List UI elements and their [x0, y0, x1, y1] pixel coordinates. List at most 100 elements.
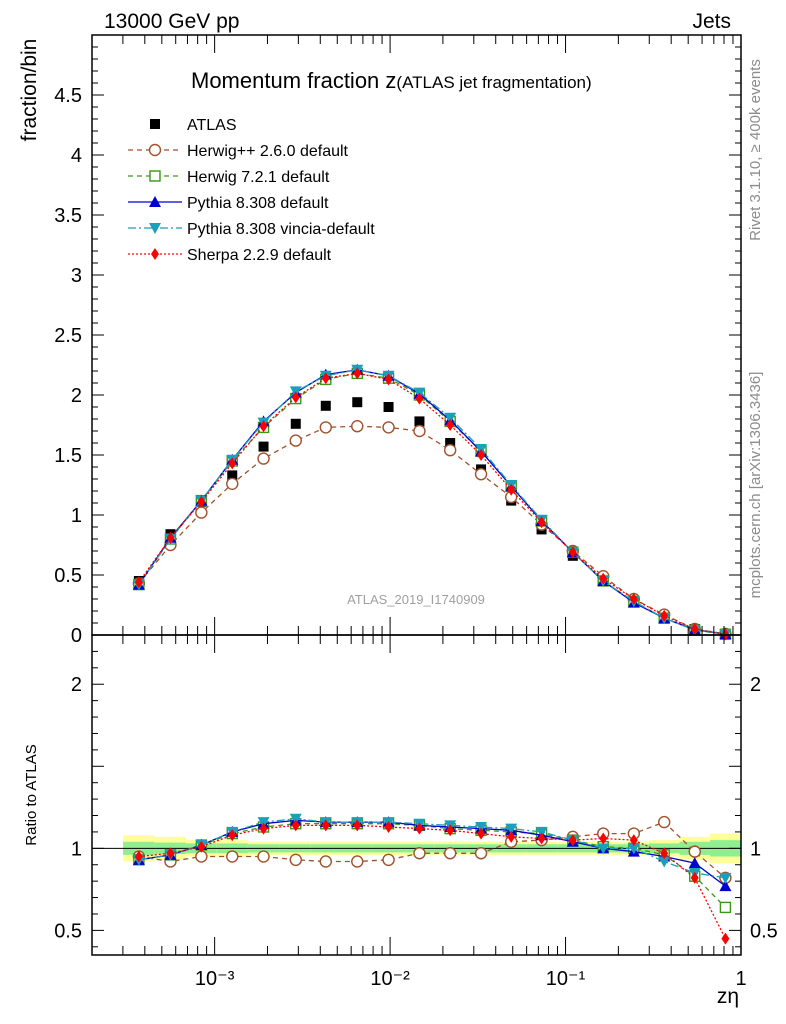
xtick-label: 10⁻³	[195, 968, 235, 990]
legend-label: Herwig 7.2.1 default	[187, 169, 330, 186]
legend-marker	[151, 248, 159, 260]
ratio-point	[599, 832, 608, 845]
main-point	[444, 412, 457, 424]
main-point	[413, 424, 426, 438]
main-point	[414, 416, 425, 427]
main-ytick-label: 4.5	[54, 85, 82, 107]
header-right: Jets	[692, 10, 731, 33]
main-point	[351, 420, 364, 433]
main-ytick-label: 3	[71, 265, 82, 287]
main-point	[629, 593, 638, 605]
main-point	[226, 477, 239, 490]
xtick-label: 10⁻²	[370, 968, 410, 990]
main-point	[259, 420, 268, 433]
main-point	[321, 372, 330, 385]
ratio-point	[507, 830, 516, 843]
main-point	[195, 506, 208, 519]
main-point	[166, 531, 175, 544]
main-point	[446, 419, 455, 431]
ratio-point	[475, 822, 488, 833]
ratio-ytick-label-right: 0.5	[750, 920, 778, 942]
ratio-point	[688, 845, 701, 858]
main-point	[690, 623, 699, 635]
ratio-series-herwig-2-6-0-default	[132, 815, 732, 885]
legend: ATLAS Herwig++ 2.6.0 default Herwig 7.2.1 …	[128, 117, 375, 264]
legend-label: Herwig++ 2.6.0 default	[187, 143, 349, 160]
ratio-xlabel: zη	[717, 985, 739, 1008]
legend-label: Sherpa 2.2.9 default	[187, 247, 332, 264]
legend-marker	[148, 143, 162, 157]
ratio-point	[257, 850, 270, 863]
main-point	[443, 444, 457, 457]
ratio-point	[413, 847, 426, 860]
legend-entry-herwig-2-6-0-default: Herwig++ 2.6.0 default	[128, 143, 349, 160]
mcplots-label: mcplots.cern.ch [arXiv:1306.3436]	[747, 372, 764, 599]
ratio-point	[319, 855, 332, 868]
main-point	[415, 392, 424, 405]
main-point	[290, 418, 301, 429]
main-point	[228, 457, 237, 470]
main-point	[227, 470, 238, 481]
legend-entry-sherpa-2-2-9-default: Sherpa 2.2.9 default	[128, 247, 332, 264]
ratio-point	[446, 824, 455, 837]
main-point	[134, 576, 143, 589]
ratio-point	[597, 843, 610, 855]
legend-marker	[149, 223, 161, 234]
ratio-point	[474, 847, 488, 860]
legend-label: Pythia 8.308 default	[187, 195, 329, 212]
ratio-point	[134, 850, 143, 863]
ratio-point	[197, 840, 206, 853]
main-point	[258, 441, 269, 452]
ratio-series-herwig-7-2-1-default	[133, 818, 732, 914]
main-point	[257, 452, 270, 465]
ratio-ytick-label-left: 1	[71, 838, 82, 860]
ratio-series-sherpa-2-2-9-default	[134, 819, 730, 945]
main-line-herwig-2-6-0-default	[138, 425, 726, 635]
ratio-point	[658, 815, 671, 829]
ratio-point	[658, 856, 671, 868]
ratio-point	[259, 822, 268, 835]
ratio-point	[289, 813, 302, 825]
main-point	[383, 402, 394, 412]
axes-group: 0 0.5 1 1.5 2 2.5 3 3.5 4 4.5 0.5 0.5 1 1 2 2 10⁻³ 10⁻² 10…	[54, 34, 778, 990]
ratio-point	[291, 819, 300, 832]
ratio-point	[257, 817, 270, 829]
ratio-point	[415, 822, 424, 835]
main-point	[352, 397, 363, 408]
main-point	[197, 495, 206, 508]
ratio-point	[353, 819, 362, 832]
ratio-point	[629, 834, 638, 847]
main-point	[477, 449, 486, 461]
ratio-point	[477, 827, 486, 840]
ratio-ytick-label-right: 2	[750, 674, 761, 696]
ratio-ylabel: Ratio to ATLAS	[23, 744, 40, 845]
xtick-label: 10⁻¹	[546, 968, 586, 990]
ratio-ytick-label-left: 0.5	[54, 920, 82, 942]
main-ytick-label: 3.5	[54, 205, 82, 227]
ratio-line-pythia-8-308-vincia-default	[138, 818, 726, 879]
main-ylabel: fraction/bin	[18, 39, 41, 142]
ratio-point	[690, 871, 699, 884]
ratio-point	[688, 857, 701, 869]
main-point	[445, 438, 456, 448]
ratio-point	[443, 847, 457, 860]
main-point	[384, 373, 393, 386]
ratio-point	[719, 880, 732, 892]
ratio-point	[568, 834, 577, 847]
ratio-point	[228, 829, 237, 842]
legend-entry-pythia-8-308-vincia-default: Pythia 8.308 vincia-default	[128, 221, 375, 238]
legend-entry-herwig-7-2-1-default: Herwig 7.2.1 default	[128, 169, 330, 186]
ratio-line-sherpa-2-2-9-default	[138, 824, 726, 939]
ratio-point	[660, 847, 669, 860]
main-ytick-label: 1.5	[54, 445, 82, 467]
legend-entry-pythia-8-308-default: Pythia 8.308 default	[128, 195, 329, 212]
main-ytick-label: 2	[71, 385, 82, 407]
main-point	[599, 572, 608, 585]
main-point	[537, 516, 546, 529]
main-point	[291, 391, 300, 404]
ratio-point	[721, 932, 730, 945]
ratio-point	[382, 853, 395, 867]
main-ytick-label: 2.5	[54, 325, 82, 347]
ratio-ytick-label-left: 2	[71, 674, 82, 696]
